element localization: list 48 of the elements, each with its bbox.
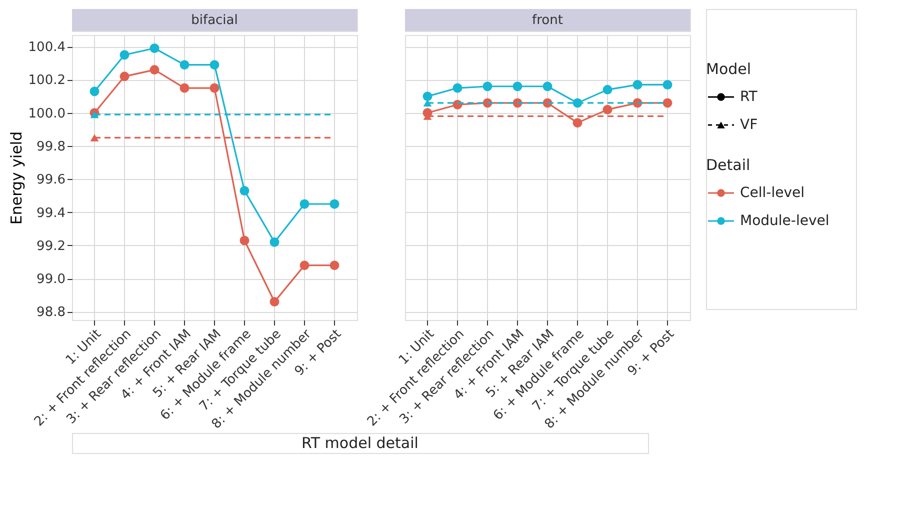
point [330, 260, 340, 270]
y-tick-label: 99.8 [36, 140, 66, 155]
legend-title: Detail [706, 156, 750, 174]
y-tick-label: 100.4 [28, 40, 66, 56]
point [270, 297, 280, 307]
chart-title: front [532, 13, 563, 28]
point [270, 237, 280, 247]
point [330, 199, 340, 209]
point [542, 82, 552, 92]
point [422, 92, 432, 102]
y-axis-title: Energy yield [7, 131, 26, 225]
point [300, 260, 310, 270]
text: RT [740, 89, 758, 105]
point [210, 83, 220, 93]
legend-label: Module-level [740, 213, 830, 229]
point [512, 82, 522, 92]
point [180, 83, 190, 93]
y-tick-label: 99.6 [36, 172, 66, 188]
point [120, 50, 130, 60]
y-tick-label: 98.8 [36, 305, 66, 320]
point [300, 199, 310, 209]
point [452, 83, 462, 93]
text: VF [740, 117, 758, 133]
y-tick-label: 100.0 [28, 106, 66, 122]
point [602, 84, 612, 94]
point [180, 60, 190, 70]
point [210, 60, 220, 70]
chart-title: bifacial [191, 13, 238, 28]
point [662, 80, 672, 90]
y-tick-label: 99.0 [36, 272, 66, 288]
x-axis-title: RT model detail [302, 434, 418, 452]
point [240, 236, 250, 246]
legend-label: Cell-level [740, 185, 805, 201]
y-tick-label: 99.4 [36, 206, 66, 221]
y-tick-label: 99.2 [36, 238, 66, 254]
point [662, 98, 672, 108]
point [602, 104, 612, 114]
point [632, 80, 642, 90]
point [150, 44, 160, 53]
point [482, 82, 492, 92]
y-tick-label: 100.2 [28, 73, 66, 88]
point [150, 65, 160, 75]
text: Model [706, 60, 752, 78]
point [240, 186, 250, 196]
point [90, 134, 99, 142]
point [572, 118, 582, 128]
point [120, 72, 130, 82]
point [90, 86, 100, 96]
